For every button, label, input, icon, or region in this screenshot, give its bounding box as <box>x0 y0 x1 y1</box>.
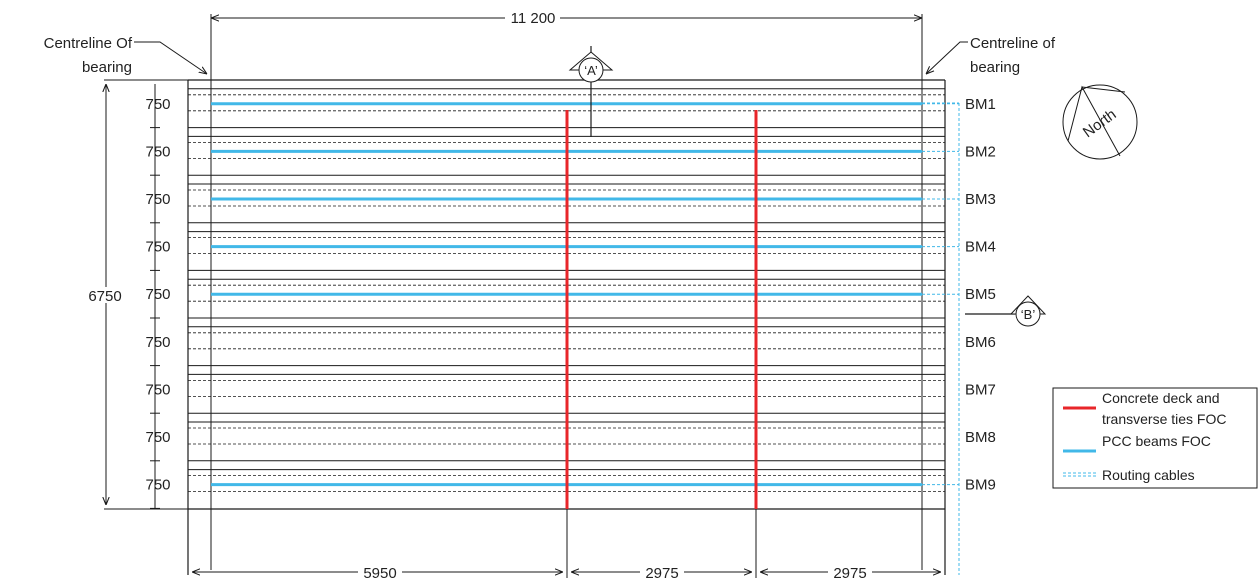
spacing-label: 750 <box>145 429 170 446</box>
beam-label: BM2 <box>965 143 996 160</box>
bottom-dimension-2: 2975 <box>645 565 678 580</box>
beam-label: BM7 <box>965 381 996 398</box>
section-a-label: ‘A’ <box>584 63 598 78</box>
dim-bg-3 <box>828 565 872 580</box>
legend-ties-line1: Concrete deck and <box>1102 390 1220 406</box>
overall-height-label: 6750 <box>88 288 121 305</box>
centreline-right-line1: Centreline of <box>970 35 1056 52</box>
legend-ties-line2: transverse ties FOC <box>1102 411 1226 427</box>
legend-beams-label: PCC beams FOC <box>1102 433 1211 449</box>
spacing-label: 750 <box>145 191 170 208</box>
section-marker-b <box>965 295 1047 327</box>
overall-height-bg <box>86 287 126 303</box>
centreline-right-callout: Centreline of bearing <box>926 35 1056 76</box>
section-b-label: ‘B’ <box>1021 307 1036 322</box>
spacing-labels: 750 750 750 750 750 750 750 750 750 <box>145 96 171 509</box>
spacing-label: 750 <box>145 143 170 160</box>
centreline-right-line2: bearing <box>970 59 1020 76</box>
dim-bg-1 <box>358 565 402 580</box>
north-arrow <box>1062 84 1138 160</box>
concrete-ties-foc <box>565 110 758 509</box>
deck-outline <box>187 79 946 575</box>
spacing-label: 750 <box>145 334 170 351</box>
beam-label: BM3 <box>965 191 996 208</box>
spacing-label: 750 <box>145 96 170 113</box>
legend: Concrete deck and transverse ties FOC PC… <box>1052 387 1258 489</box>
north-label: North <box>1080 106 1120 141</box>
dim-bg-2 <box>640 565 684 580</box>
centreline-left-line1: Centreline Of <box>44 35 133 52</box>
beam-label: BM9 <box>965 477 996 494</box>
beam-label: BM5 <box>965 286 996 303</box>
bottom-dimension-3: 2975 <box>833 565 866 580</box>
section-marker-a <box>568 46 614 137</box>
centreline-left-line2: bearing <box>82 59 132 76</box>
spacing-label: 750 <box>145 381 170 398</box>
spacing-label: 750 <box>145 477 170 494</box>
top-dimension-bg <box>505 10 560 26</box>
centreline-left-callout: Centreline Of bearing <box>44 35 207 76</box>
legend-routing-label: Routing cables <box>1102 467 1195 483</box>
beam-labels: BM1 BM2 BM3 BM4 BM5 BM6 BM7 BM8 BM9 <box>965 96 996 494</box>
beam-label: BM8 <box>965 429 996 446</box>
pcc-beams-foc <box>211 102 959 487</box>
routing-cables <box>922 102 960 575</box>
spacing-label: 750 <box>145 239 170 256</box>
centreline-bearing-lines <box>210 14 923 570</box>
bottom-dimension-1: 5950 <box>363 565 396 580</box>
spacing-label: 750 <box>145 286 170 303</box>
beam-label: BM6 <box>965 334 996 351</box>
top-dimension-label: 11 200 <box>511 10 556 27</box>
beam-label: BM4 <box>965 239 996 256</box>
beam-label: BM1 <box>965 96 996 113</box>
